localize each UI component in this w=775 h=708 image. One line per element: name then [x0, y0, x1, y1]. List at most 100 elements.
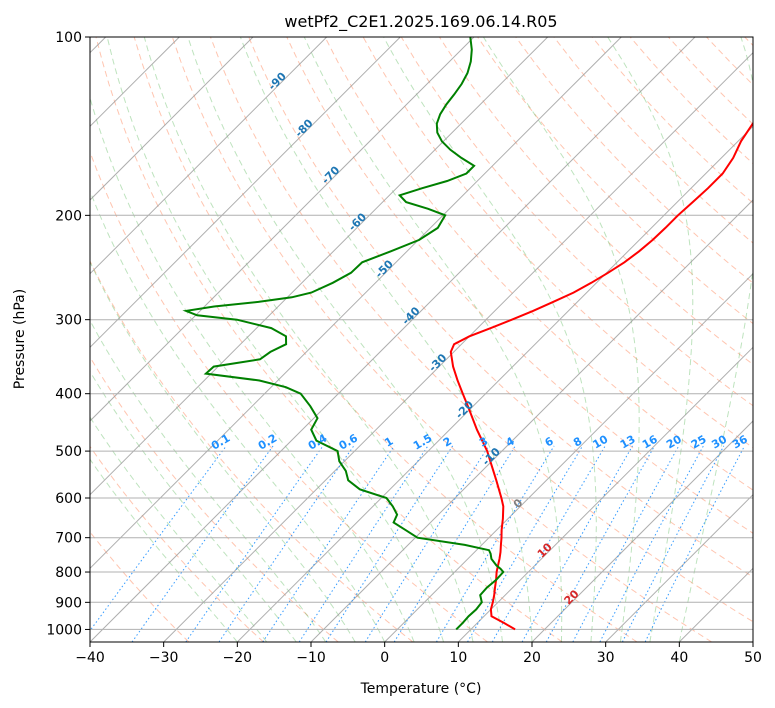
line-label: 0.1 — [209, 432, 232, 453]
line-label: -90 — [266, 70, 289, 93]
dewpoint-profile-line — [182, 37, 505, 631]
isotherm — [90, 37, 549, 496]
dry-adiabat — [591, 37, 753, 204]
x-tick-label: 0 — [380, 650, 389, 666]
moist-adiabat — [90, 370, 297, 642]
x-tick-label: −30 — [149, 650, 179, 666]
dry-adiabat — [706, 37, 753, 86]
y-tick-label: 300 — [55, 313, 82, 329]
mixing-ratio-line — [599, 445, 704, 642]
line-label: 10 — [590, 432, 610, 451]
isotherm — [752, 641, 753, 642]
dry-adiabat — [286, 37, 753, 534]
line-label: -80 — [292, 116, 315, 139]
dry-adiabat — [515, 37, 753, 284]
background-lines — [90, 37, 753, 642]
mixing-ratio-line — [467, 445, 584, 642]
y-tick-label: 100 — [55, 30, 82, 46]
moist-adiabat — [143, 37, 474, 642]
moist-adiabat — [106, 37, 445, 642]
mixing-ratio-line — [90, 445, 227, 632]
isotherm — [90, 37, 401, 349]
dry-adiabat — [95, 37, 563, 642]
line-label: -30 — [426, 351, 449, 374]
y-tick-label: 400 — [55, 387, 82, 403]
chart-title: wetPf2_C2E1.2025.169.06.14.R05 — [284, 12, 557, 32]
dry-adiabat — [90, 150, 488, 642]
y-tick-label: 1000 — [46, 622, 82, 638]
mixing-ratio-line — [218, 445, 355, 642]
x-tick-label: 40 — [670, 650, 688, 666]
mixing-ratio-line — [545, 445, 656, 642]
dry-adiabat — [324, 37, 753, 491]
mixing-ratio-line — [644, 445, 746, 642]
isotherm — [384, 272, 753, 642]
mixing-ratio-line — [325, 445, 454, 642]
line-label: 0.4 — [306, 431, 330, 452]
isotherm — [90, 37, 254, 201]
moist-adiabat — [90, 416, 268, 642]
dry-adiabat — [668, 37, 753, 125]
moist-adiabat — [90, 319, 327, 642]
temperature-profile-line — [449, 121, 753, 631]
isotherm — [457, 346, 753, 642]
isotherm — [90, 37, 696, 642]
x-tick-label: 30 — [597, 650, 615, 666]
y-axis-label: Pressure (hPa) — [12, 289, 28, 389]
mixing-ratio-line — [393, 445, 516, 642]
moist-adiabat — [607, 37, 694, 642]
isotherm — [90, 37, 475, 422]
line-label: 8 — [571, 435, 584, 450]
line-label: 20 — [562, 587, 582, 607]
y-axis-ticks: 100 200 300 400 500 600 700 800 900 1000 — [46, 30, 90, 638]
line-label: 1 — [382, 435, 395, 450]
y-tick-label: 900 — [55, 595, 82, 611]
profiles — [182, 37, 753, 631]
isotherm — [90, 37, 328, 275]
x-tick-label: 50 — [744, 650, 762, 666]
dry-adiabat — [90, 356, 339, 642]
y-tick-label: 500 — [55, 444, 82, 460]
x-tick-label: 20 — [523, 650, 541, 666]
plot-frame — [89, 36, 754, 643]
moist-adiabat — [303, 37, 563, 642]
line-label: 30 — [709, 432, 729, 451]
moist-adiabat — [90, 458, 238, 642]
x-tick-label: −40 — [75, 650, 105, 666]
line-label: 16 — [640, 432, 660, 451]
isotherm — [678, 567, 753, 642]
dry-adiabat — [90, 531, 190, 642]
line-label: 6 — [543, 434, 556, 449]
pressure-gridlines — [90, 37, 753, 630]
mixing-ratio-line — [364, 445, 490, 642]
dry-adiabat — [210, 37, 753, 623]
x-tick-label: 10 — [449, 650, 467, 666]
x-tick-label: −20 — [223, 650, 253, 666]
line-label: 1.5 — [411, 432, 434, 453]
x-tick-label: −10 — [296, 650, 326, 666]
line-label: -60 — [346, 210, 369, 233]
mixing-ratio-line — [521, 445, 633, 642]
isotherm — [90, 37, 622, 570]
dry-adiabat — [90, 445, 264, 642]
dry-adiabat — [553, 37, 753, 244]
moist-adiabat — [383, 37, 597, 642]
y-tick-label: 600 — [55, 491, 82, 507]
mixing-ratio-line — [572, 445, 680, 642]
dry-adiabat — [248, 37, 753, 578]
mixing-ratio-line — [131, 445, 274, 642]
mixing-ratio-line — [262, 445, 395, 642]
moist-adiabat — [90, 260, 356, 642]
moist-adiabat — [482, 37, 640, 642]
dry-adiabat — [171, 37, 712, 642]
moist-adiabat — [678, 37, 753, 642]
x-axis-label: Temperature (°C) — [360, 681, 482, 697]
line-label: 10 — [535, 540, 555, 560]
y-tick-label: 700 — [55, 531, 82, 547]
isotherm — [310, 199, 753, 642]
dry-adiabat — [133, 37, 638, 642]
isotherm — [605, 493, 753, 642]
y-tick-label: 200 — [55, 208, 82, 224]
line-label: 25 — [689, 433, 709, 452]
